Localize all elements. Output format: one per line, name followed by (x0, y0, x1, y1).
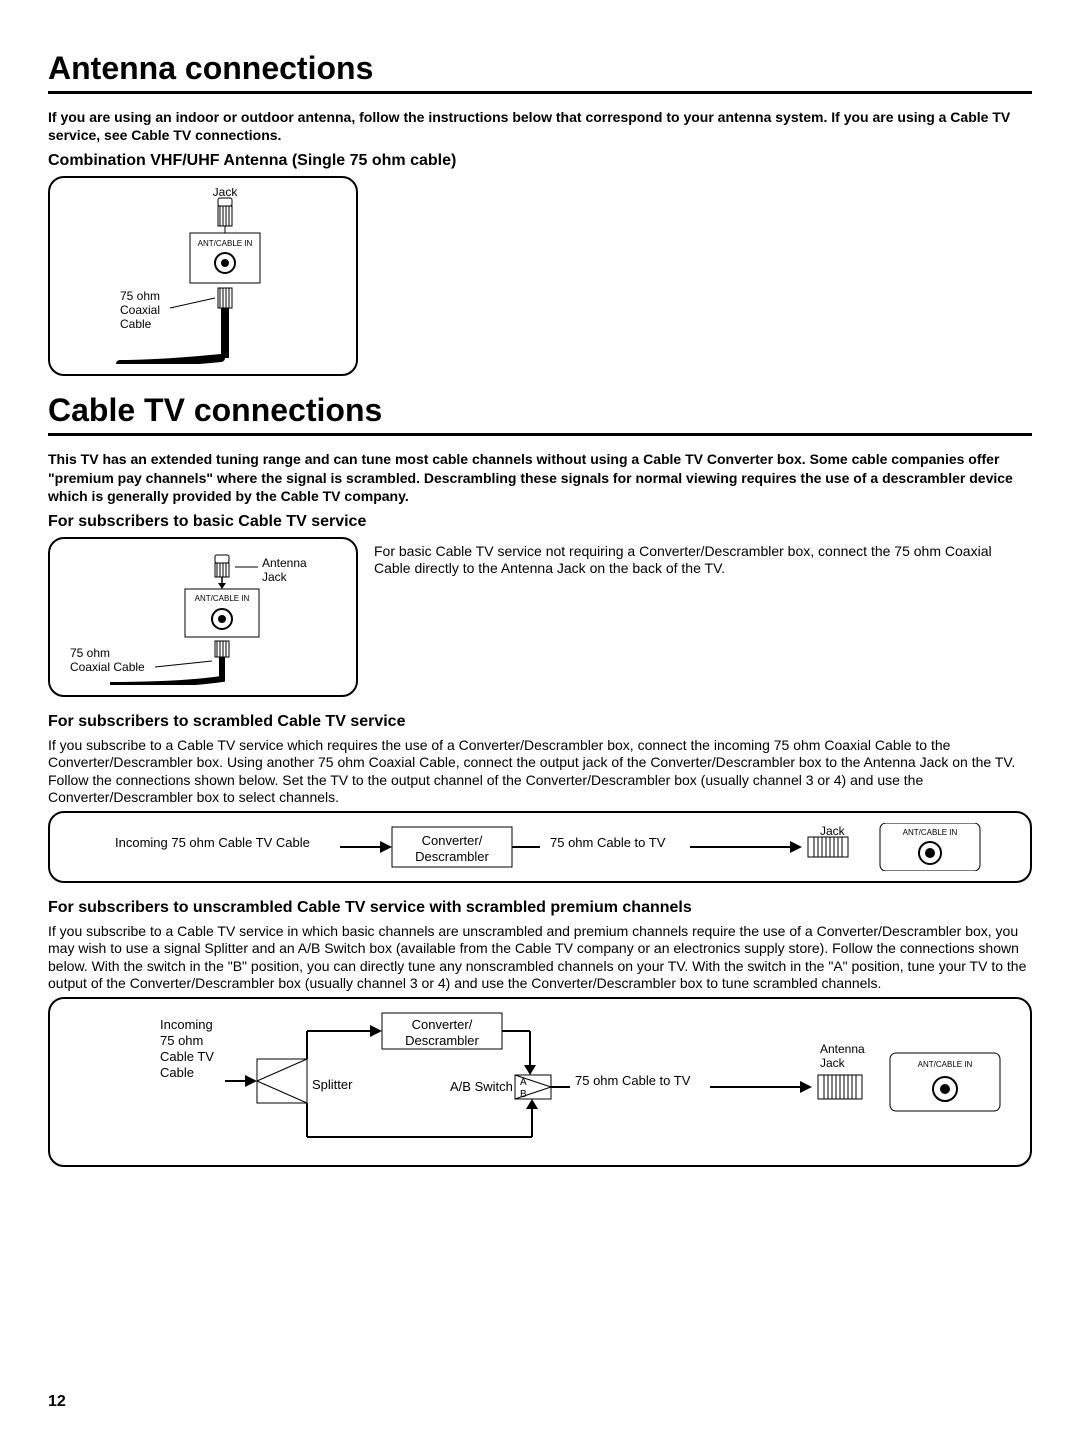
incoming-2: 75 ohm (160, 1033, 203, 1048)
antenna-jack-2: Jack (820, 824, 846, 838)
ant-cable-in-label: ANT/CABLE IN (198, 239, 253, 248)
coax-label-2: Coaxial Cable (70, 660, 145, 674)
ant-cable-in: ANT/CABLE IN (918, 1060, 973, 1069)
intro-text-2: This TV has an extended tuning range and… (48, 450, 1032, 505)
incoming-1: Incoming (160, 1017, 213, 1032)
unscrambled-title: For subscribers to unscrambled Cable TV … (48, 899, 1032, 917)
section-title: Antenna connections (48, 50, 1032, 94)
incoming-label: Incoming 75 ohm Cable TV Cable (115, 835, 310, 850)
antenna-jack-label: Antenna (262, 556, 307, 570)
diagram-scrambled: Incoming 75 ohm Cable TV Cable Converter… (48, 811, 1032, 883)
ant-cable-in-label: ANT/CABLE IN (195, 594, 250, 603)
intro-text: If you are using an indoor or outdoor an… (48, 108, 1032, 144)
antenna-jack-label-2: Jack (213, 188, 239, 199)
cable-to-tv-label: 75 ohm Cable to TV (550, 835, 666, 850)
coax-label-1: 75 ohm (120, 289, 160, 303)
scrambled-title: For subscribers to scrambled Cable TV se… (48, 713, 1032, 731)
converter-2: Descrambler (405, 1033, 479, 1048)
splitter-label: Splitter (312, 1077, 353, 1092)
scrambled-text: If you subscribe to a Cable TV service w… (48, 737, 1032, 807)
diagram-unscrambled: Incoming 75 ohm Cable TV Cable Splitter … (48, 997, 1032, 1167)
sub-title: Combination VHF/UHF Antenna (Single 75 o… (48, 152, 1032, 170)
antenna-jack-2: Jack (820, 1056, 846, 1070)
basic-text: For basic Cable TV service not requiring… (374, 537, 1032, 697)
basic-title: For subscribers to basic Cable TV servic… (48, 513, 1032, 531)
ab-switch-label: A/B Switch (450, 1079, 513, 1094)
ant-cable-in: ANT/CABLE IN (903, 828, 958, 837)
coax-label-3: Cable (120, 317, 152, 331)
coax-label-1: 75 ohm (70, 646, 110, 660)
cable-to-tv: 75 ohm Cable to TV (575, 1073, 691, 1088)
converter-label-2: Descrambler (415, 849, 489, 864)
converter-label-1: Converter/ (422, 833, 483, 848)
incoming-4: Cable (160, 1065, 194, 1080)
svg-text:Antenna Jack: Antenna Jack (201, 188, 249, 199)
section-title-2: Cable TV connections (48, 392, 1032, 436)
diagram-basic-cable: ANT/CABLE IN Antenna Jack 75 ohm Coaxial… (48, 537, 358, 697)
converter-1: Converter/ (412, 1017, 473, 1032)
incoming-3: Cable TV (160, 1049, 214, 1064)
antenna-jack-1: Antenna (820, 1042, 865, 1056)
a-label: A (520, 1077, 527, 1088)
antenna-jack-label-2: Jack (262, 570, 288, 584)
unscrambled-text: If you subscribe to a Cable TV service i… (48, 923, 1032, 993)
page-number: 12 (48, 1393, 66, 1411)
b-label: B (520, 1089, 527, 1100)
coax-label-2: Coaxial (120, 303, 160, 317)
diagram-vhf-uhf: ANT/CABLE IN Antenna Jack 75 ohm Coaxial… (48, 176, 358, 376)
